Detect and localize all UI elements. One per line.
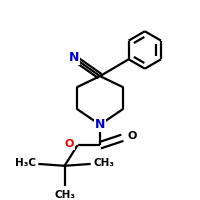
Text: N: N — [95, 118, 105, 131]
Text: CH₃: CH₃ — [54, 190, 75, 200]
Text: N: N — [68, 51, 79, 64]
Text: H₃C: H₃C — [15, 158, 36, 168]
Text: O: O — [127, 131, 136, 141]
Text: O: O — [64, 139, 74, 149]
Text: CH₃: CH₃ — [93, 158, 114, 168]
